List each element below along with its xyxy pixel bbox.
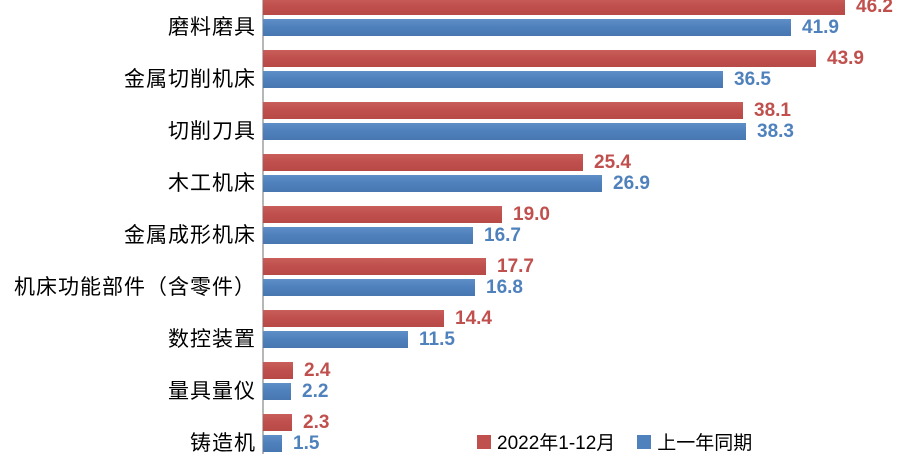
category-label: 切削刀具 (168, 119, 256, 143)
bar-current-period (263, 50, 816, 67)
value-label: 46.2 (856, 0, 893, 17)
value-label: 1.5 (293, 433, 320, 454)
bar-current-period (263, 258, 486, 275)
bar-current-period (263, 310, 444, 327)
value-label: 26.9 (613, 173, 650, 194)
value-label: 43.9 (827, 48, 864, 69)
bar-current-period (263, 414, 292, 431)
value-label: 14.4 (455, 308, 492, 329)
value-label: 2.3 (303, 412, 330, 433)
bar-current-period (263, 102, 743, 119)
bar-previous-period (263, 383, 291, 400)
legend-label: 2022年1-12月 (497, 433, 616, 454)
legend-item-series-0: 2022年1-12月 (477, 428, 615, 454)
bar-previous-period (263, 331, 408, 348)
category-label: 数控装置 (168, 327, 256, 351)
bar-previous-period (263, 227, 473, 244)
legend-label: 上一年同期 (657, 433, 753, 454)
bar-current-period (263, 0, 845, 15)
value-label: 16.7 (484, 225, 521, 246)
value-label: 17.7 (497, 256, 534, 277)
bar-previous-period (263, 71, 723, 88)
value-label: 19.0 (513, 204, 550, 225)
bar-previous-period (263, 175, 602, 192)
legend-item-series-1: 上一年同期 (637, 428, 752, 454)
value-label: 25.4 (594, 152, 631, 173)
value-label: 38.3 (757, 121, 794, 142)
bar-current-period (263, 206, 502, 223)
value-label: 16.8 (486, 277, 523, 298)
bar-previous-period (263, 19, 791, 36)
category-label: 磨料磨具 (168, 15, 256, 39)
legend: 2022年1-12月 上一年同期 (477, 428, 752, 454)
bar-previous-period (263, 123, 746, 140)
bar-previous-period (263, 279, 475, 296)
bar-current-period (263, 362, 293, 379)
bar-current-period (263, 154, 583, 171)
legend-swatch-red-icon (477, 434, 491, 449)
category-label: 金属成形机床 (124, 223, 256, 247)
value-label: 36.5 (734, 69, 771, 90)
category-label: 机床功能部件（含零件） (14, 275, 256, 299)
category-label: 木工机床 (168, 171, 256, 195)
value-label: 41.9 (802, 17, 839, 38)
value-label: 11.5 (419, 329, 455, 350)
category-label: 铸造机 (190, 431, 256, 454)
legend-swatch-blue-icon (637, 434, 652, 449)
category-label: 量具量仪 (168, 379, 256, 403)
category-label: 金属切削机床 (124, 67, 256, 91)
value-label: 2.4 (304, 360, 331, 381)
value-label: 2.2 (302, 381, 329, 402)
bar-previous-period (263, 435, 282, 452)
value-label: 38.1 (754, 100, 791, 121)
